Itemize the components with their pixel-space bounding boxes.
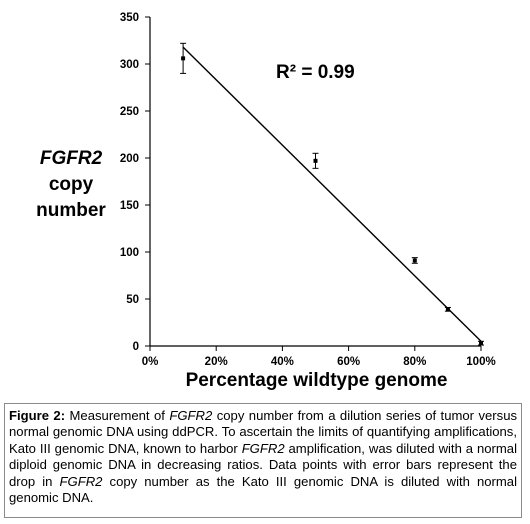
caption-part-1: FGFR2 xyxy=(169,408,213,423)
y-tick-label: 0 xyxy=(133,341,139,353)
x-axis-label: Percentage wildtype genome xyxy=(185,370,448,391)
x-tick-label: 0% xyxy=(142,356,159,368)
x-tick-label: 100% xyxy=(466,356,495,368)
trendline xyxy=(182,46,482,342)
caption-part-3: FGFR2 xyxy=(241,440,285,456)
x-tick-label: 80% xyxy=(403,356,426,368)
y-axis-label-line-2: copy xyxy=(48,174,94,195)
caption-label: Figure 2: xyxy=(9,408,66,423)
y-tick-label: 50 xyxy=(126,294,139,306)
caption-part-0: Measurement of xyxy=(65,408,170,423)
caption-part-5: FGFR2 xyxy=(59,473,103,489)
x-tick-label: 20% xyxy=(205,356,228,368)
x-tick-label: 40% xyxy=(271,356,294,368)
caption-part-4: amplification, was diluted with a normal… xyxy=(9,440,517,489)
data-point xyxy=(445,307,450,312)
y-tick-label: 250 xyxy=(120,106,139,118)
caption-part-6: copy number as the Kato III genomic DNA … xyxy=(9,473,517,506)
y-axis-label-line-3: number xyxy=(36,200,106,221)
y-tick-label: 150 xyxy=(120,200,139,212)
y-axis-label: FGFR2 copy number xyxy=(20,146,122,224)
data-point xyxy=(181,56,186,61)
figure-caption: Figure 2: Measurement of FGFR2 copy numb… xyxy=(4,403,522,518)
y-tick-label: 200 xyxy=(120,153,139,165)
data-point xyxy=(412,258,417,263)
caption-text: Measurement of FGFR2 copy number from a … xyxy=(9,408,517,505)
y-tick-label: 100 xyxy=(120,247,139,259)
data-point xyxy=(313,158,318,163)
caption-part-2: copy number from a dilution series of tu… xyxy=(9,408,518,456)
data-point xyxy=(479,341,483,346)
y-tick-label: 350 xyxy=(120,12,139,24)
y-tick-label: 300 xyxy=(120,59,139,71)
y-axis-label-line-1: FGFR2 xyxy=(39,148,103,169)
r-squared-annotation: R² = 0.99 xyxy=(276,62,355,83)
chart: 0 50 100 150 200 250 300 350 0% 20% 40% 60% 80% 100% xyxy=(120,12,496,368)
x-tick-label: 60% xyxy=(337,356,360,368)
